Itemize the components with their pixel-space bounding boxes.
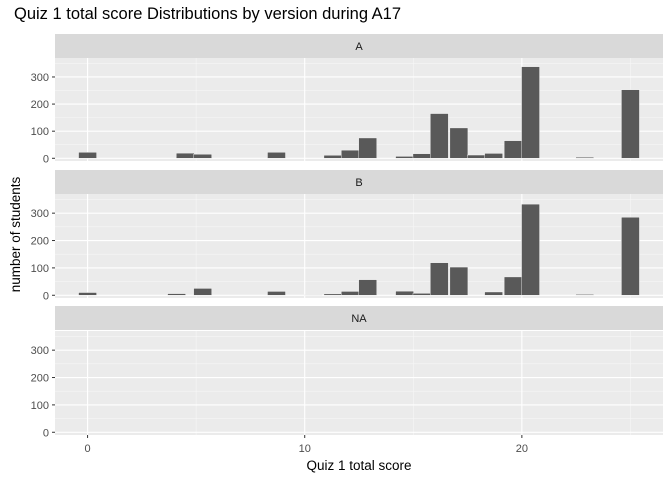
histogram-bar xyxy=(304,294,323,296)
histogram-bar xyxy=(621,217,640,296)
y-tick-label: 100 xyxy=(31,126,49,138)
y-tick-label: 0 xyxy=(43,290,49,302)
x-tick-label: 10 xyxy=(299,443,311,455)
histogram-bar xyxy=(323,155,343,159)
y-tick-label: 300 xyxy=(31,72,49,84)
facet-strip-na xyxy=(55,306,663,330)
histogram-bar xyxy=(484,291,503,296)
histogram-bar xyxy=(193,288,212,296)
x-tick-label: 20 xyxy=(516,443,528,455)
histogram-bar xyxy=(341,291,360,296)
facet-strip-label: NA xyxy=(351,313,367,325)
y-tick-label: 0 xyxy=(43,427,49,439)
y-tick-label: 100 xyxy=(31,263,49,275)
histogram-bar xyxy=(193,154,212,159)
y-tick-label: 200 xyxy=(31,99,49,111)
histogram-bar xyxy=(167,293,186,296)
y-tick-label: 300 xyxy=(31,345,49,357)
histogram-bar xyxy=(358,137,377,159)
histogram-bar xyxy=(467,154,486,159)
facet-strip-label: B xyxy=(355,177,362,189)
histogram-bar xyxy=(412,153,432,159)
y-tick-label: 200 xyxy=(31,236,49,248)
y-tick-label: 0 xyxy=(43,153,49,165)
histogram-bar xyxy=(521,66,540,159)
histogram-bar xyxy=(412,293,432,296)
histogram-bar xyxy=(323,293,343,296)
facet-strip-a xyxy=(55,34,663,58)
facet-strip-label: A xyxy=(355,41,363,53)
histogram-bar xyxy=(521,203,540,296)
y-axis-title: number of students xyxy=(8,176,23,292)
y-tick-label: 100 xyxy=(31,400,49,412)
x-tick-label: 0 xyxy=(85,443,91,455)
y-tick-label: 200 xyxy=(31,373,49,385)
histogram-bar xyxy=(267,152,286,159)
histogram-bar xyxy=(449,127,469,159)
facet-strip-b xyxy=(55,170,663,194)
y-tick-label: 300 xyxy=(31,208,49,220)
x-axis-title: Quiz 1 total score xyxy=(306,458,411,473)
histogram-bar xyxy=(78,292,97,296)
histogram-bar xyxy=(430,262,449,296)
histogram-bar xyxy=(395,156,414,159)
histogram-bar xyxy=(449,266,469,296)
histogram-bar xyxy=(575,157,595,159)
histogram-bar xyxy=(621,89,640,159)
histogram-bar xyxy=(176,152,195,159)
histogram-bar xyxy=(267,291,286,296)
histogram-bar xyxy=(503,140,523,159)
histogram-bar xyxy=(575,294,595,296)
histogram-bar xyxy=(78,152,97,159)
histogram-bar xyxy=(430,113,449,159)
chart-title: Quiz 1 total score Distributions by vers… xyxy=(14,5,402,23)
histogram-bar xyxy=(341,149,360,159)
histogram-bar xyxy=(484,153,503,159)
histogram-bar xyxy=(358,279,377,296)
histogram-bar xyxy=(395,290,414,296)
panel-background xyxy=(55,331,663,435)
histogram-bar xyxy=(503,276,523,296)
